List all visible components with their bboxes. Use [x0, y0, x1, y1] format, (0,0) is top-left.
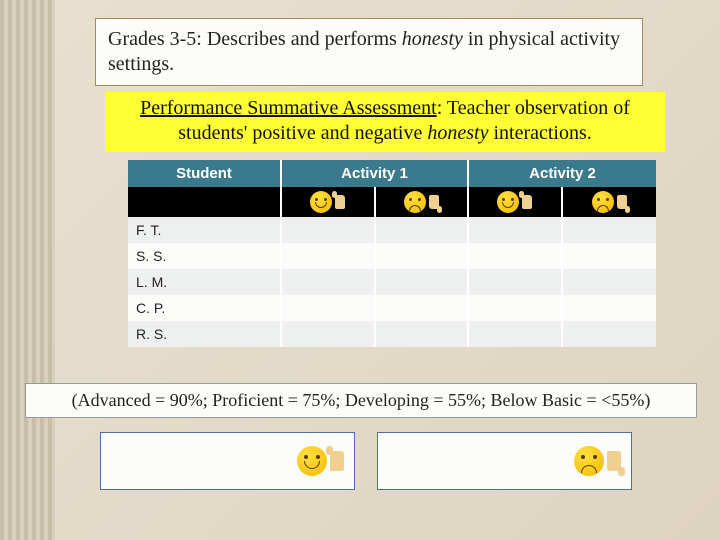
- title-italic: honesty: [402, 28, 463, 50]
- icon-cell-act2-negative: [563, 187, 657, 217]
- table-row: R. S.: [128, 321, 656, 347]
- assessment-box: Performance Summative Assessment: Teache…: [105, 92, 665, 152]
- header-student: Student: [128, 160, 282, 187]
- score-cell: [282, 321, 376, 347]
- score-cell: [563, 269, 657, 295]
- icon-cell-act2-positive: [469, 187, 563, 217]
- student-name-cell: F. T.: [128, 217, 282, 243]
- student-name-cell: R. S.: [128, 321, 282, 347]
- smile-icon: [497, 191, 519, 213]
- header-activity2: Activity 2: [469, 160, 656, 187]
- score-cell: [469, 217, 563, 243]
- score-cell: [469, 295, 563, 321]
- thumbs-down-icon: [429, 195, 439, 209]
- assessment-table: Student Activity 1 Activity 2 F. T.S. S.…: [128, 160, 656, 347]
- table-icon-row: [128, 187, 656, 217]
- score-cell: [469, 269, 563, 295]
- thumbs-up-icon: [330, 451, 344, 471]
- table-row: S. S.: [128, 243, 656, 269]
- table-row: F. T.: [128, 217, 656, 243]
- scale-legend: (Advanced = 90%; Proficient = 75%; Devel…: [25, 383, 697, 418]
- score-cell: [282, 295, 376, 321]
- thumbs-up-icon: [522, 195, 532, 209]
- icon-cell-act1-positive: [282, 187, 376, 217]
- student-name-cell: C. P.: [128, 295, 282, 321]
- title-prefix: Grades 3-5: Describes and performs: [108, 28, 402, 50]
- icon-cell-act1-negative: [376, 187, 470, 217]
- frown-icon: [574, 446, 604, 476]
- score-cell: [376, 269, 470, 295]
- thumbs-down-icon: [607, 451, 621, 471]
- decorative-side-stripe: [0, 0, 55, 540]
- title-box: Grades 3-5: Describes and performs hones…: [95, 18, 643, 86]
- assessment-suffix: interactions.: [488, 122, 591, 144]
- header-activity1: Activity 1: [282, 160, 469, 187]
- table-row: L. M.: [128, 269, 656, 295]
- table-row: C. P.: [128, 295, 656, 321]
- thumbs-up-icon: [335, 195, 345, 209]
- table-body: F. T.S. S.L. M.C. P.R. S.: [128, 217, 656, 347]
- score-cell: [376, 243, 470, 269]
- score-cell: [282, 217, 376, 243]
- bottom-box-negative: [377, 432, 632, 490]
- smile-icon: [310, 191, 332, 213]
- student-name-cell: L. M.: [128, 269, 282, 295]
- smile-icon: [297, 446, 327, 476]
- score-cell: [376, 321, 470, 347]
- bottom-box-positive: [100, 432, 355, 490]
- score-cell: [563, 243, 657, 269]
- icon-cell-blank: [128, 187, 282, 217]
- assessment-underlined: Performance Summative Assessment: [140, 97, 437, 119]
- score-cell: [563, 295, 657, 321]
- thumbs-down-icon: [617, 195, 627, 209]
- score-cell: [563, 321, 657, 347]
- bottom-legend-boxes: [100, 432, 632, 490]
- score-cell: [563, 217, 657, 243]
- student-name-cell: S. S.: [128, 243, 282, 269]
- frown-icon: [592, 191, 614, 213]
- score-cell: [469, 243, 563, 269]
- assessment-italic: honesty: [427, 122, 488, 144]
- table-header-row: Student Activity 1 Activity 2: [128, 160, 656, 187]
- score-cell: [376, 217, 470, 243]
- score-cell: [282, 269, 376, 295]
- frown-icon: [404, 191, 426, 213]
- score-cell: [376, 295, 470, 321]
- score-cell: [282, 243, 376, 269]
- score-cell: [469, 321, 563, 347]
